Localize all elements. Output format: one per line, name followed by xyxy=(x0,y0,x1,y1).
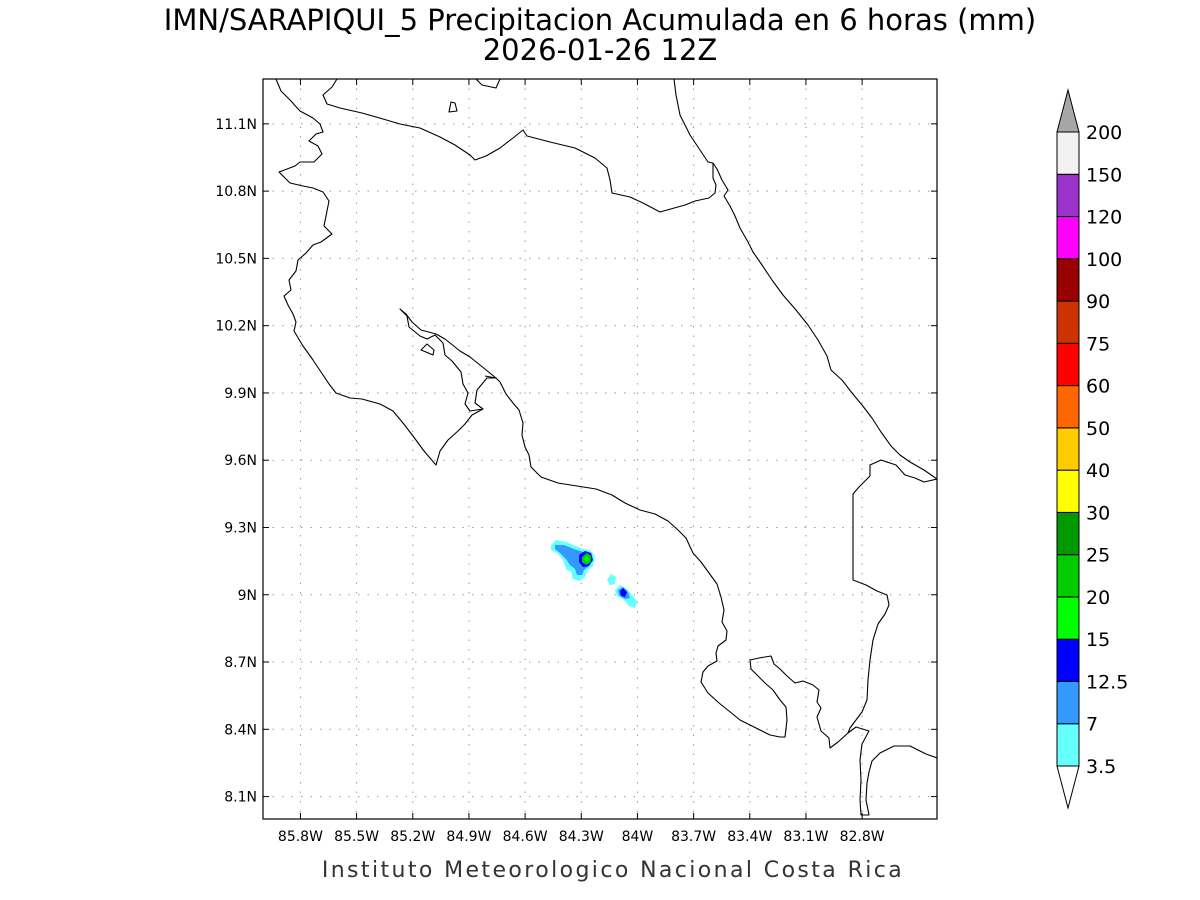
colorbar-label: 100 xyxy=(1086,249,1122,271)
footer-credit: Instituto Meteorologico Nacional Costa R… xyxy=(322,858,904,883)
longitude-axis: 85.8W 85.5W 85.2W 84.9W 84.6W 84.3W 84W 83.7W 83… xyxy=(278,79,885,845)
colorbar-label: 120 xyxy=(1086,207,1122,229)
lake-nicaragua-north xyxy=(475,79,501,89)
colorbar-over-arrow xyxy=(1056,88,1080,133)
colorbar-swatch xyxy=(1056,173,1080,218)
colorbar-swatch xyxy=(1056,385,1080,429)
colorbar-legend: 3.5 7 12.5 15 20 25 30 40 50 60 75 90 100 120 150 200 xyxy=(1056,88,1128,810)
map-frame xyxy=(262,78,938,820)
coastline-layer xyxy=(275,79,937,816)
lake-island xyxy=(448,101,458,113)
colorbar-label: 90 xyxy=(1086,291,1110,313)
colorbar-label: 12.5 xyxy=(1086,671,1128,693)
colorbar-swatch xyxy=(1056,680,1080,725)
x-tick-label: 84.9W xyxy=(446,829,491,845)
y-tick-label: 10.8N xyxy=(215,184,257,200)
colorbar-label: 50 xyxy=(1086,418,1110,440)
colorbar-label: 40 xyxy=(1086,460,1110,482)
precip-cell-2 xyxy=(607,574,637,608)
gulf-of-nicoya xyxy=(399,308,497,412)
y-tick-label: 9.3N xyxy=(224,520,257,536)
colorbar-swatch xyxy=(1056,300,1080,344)
y-tick-label: 8.4N xyxy=(224,722,257,738)
latitude-axis: 11.1N 10.8N 10.5N 10.2N 9.9N 9.6N 9.3N 9N 8.7N 8.… xyxy=(215,117,937,806)
x-tick-label: 85.8W xyxy=(278,829,323,845)
chira-island xyxy=(420,343,435,356)
colorbar-label: 3.5 xyxy=(1086,756,1116,778)
map-subtitle: 2026-01-26 12Z xyxy=(483,33,718,67)
lake-nicaragua-shore xyxy=(322,79,717,213)
colorbar-label: 20 xyxy=(1086,587,1110,609)
x-tick-label: 83.7W xyxy=(671,829,716,845)
colorbar-label: 60 xyxy=(1086,376,1110,398)
colorbar-swatch xyxy=(1056,554,1080,598)
caribbean-coast xyxy=(673,79,937,480)
x-tick-label: 85.2W xyxy=(390,829,435,845)
colorbar-swatch xyxy=(1056,427,1080,471)
y-tick-label: 9.6N xyxy=(224,453,257,469)
colorbar-label: 75 xyxy=(1086,333,1110,355)
colorbar-label: 15 xyxy=(1086,629,1110,651)
panama-border xyxy=(847,459,937,734)
x-tick-label: 84.6W xyxy=(503,829,548,845)
y-tick-label: 11.1N xyxy=(215,117,257,133)
y-tick-label: 8.7N xyxy=(224,655,257,671)
colorbar-label: 25 xyxy=(1086,545,1110,567)
colorbar-swatch xyxy=(1056,469,1080,513)
colorbar-swatch xyxy=(1056,596,1080,640)
y-tick-label: 9N xyxy=(238,588,257,604)
x-tick-label: 85.5W xyxy=(334,829,379,845)
map-title: IMN/SARAPIQUI_5 Precipitacion Acumulada … xyxy=(164,3,1036,37)
colorbar-label: 200 xyxy=(1086,122,1122,144)
x-tick-label: 82.8W xyxy=(840,829,885,845)
precip-cell-1 xyxy=(551,540,595,581)
colorbar-swatch xyxy=(1056,342,1080,387)
colorbar-swatch xyxy=(1056,216,1080,260)
colorbar-under-arrow xyxy=(1056,765,1080,810)
map-gridlines xyxy=(263,79,937,819)
colorbar-swatch xyxy=(1056,723,1080,767)
colorbar-label: 7 xyxy=(1086,714,1098,736)
colorbar-label: 150 xyxy=(1086,164,1122,186)
colorbar-swatch xyxy=(1056,258,1080,302)
colorbar-swatch xyxy=(1056,131,1080,175)
y-tick-label: 8.1N xyxy=(224,790,257,806)
colorbar-swatch xyxy=(1056,638,1080,682)
precipitation-field xyxy=(551,540,637,608)
pacific-coast-north xyxy=(275,79,484,466)
pacific-coast-central xyxy=(484,375,937,816)
x-tick-label: 84.3W xyxy=(559,829,604,845)
x-tick-label: 84W xyxy=(622,829,654,845)
y-tick-label: 9.9N xyxy=(224,386,257,402)
y-tick-label: 10.5N xyxy=(215,251,257,267)
colorbar-swatch xyxy=(1056,511,1080,556)
y-tick-label: 10.2N xyxy=(215,319,257,335)
x-tick-label: 83.1W xyxy=(783,829,828,845)
colorbar-label: 30 xyxy=(1086,502,1110,524)
x-tick-label: 83.4W xyxy=(727,829,772,845)
